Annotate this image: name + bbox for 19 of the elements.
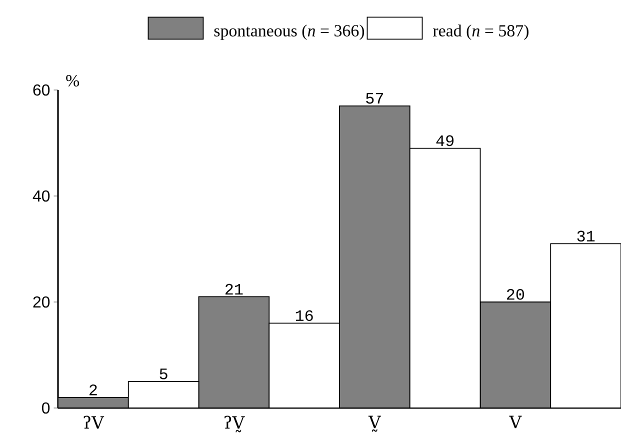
data-label: 31 <box>577 230 595 242</box>
data-label: 16 <box>296 310 313 321</box>
data-label: 2 <box>90 384 97 396</box>
y-tick-label: 20 <box>33 296 50 308</box>
x-tick-label: ʔV <box>84 416 104 429</box>
legend-label: spontaneous (n = 366) <box>214 24 364 40</box>
y-tick-label: 0 <box>42 402 50 414</box>
data-label: 49 <box>436 135 454 146</box>
data-label: 20 <box>507 288 524 300</box>
x-tick-label: V̰ <box>368 416 382 432</box>
y-axis-title: % <box>66 74 80 86</box>
data-label: 57 <box>366 93 383 104</box>
data-label: 5 <box>160 368 168 380</box>
data-label: 21 <box>225 284 243 294</box>
x-tick-label: ʔV̰ <box>224 416 245 432</box>
y-tick-label: 60 <box>33 84 50 96</box>
x-tick-label: V <box>509 416 522 428</box>
y-tick-label: 40 <box>32 190 50 202</box>
legend-label: read (n = 587) <box>433 24 528 40</box>
